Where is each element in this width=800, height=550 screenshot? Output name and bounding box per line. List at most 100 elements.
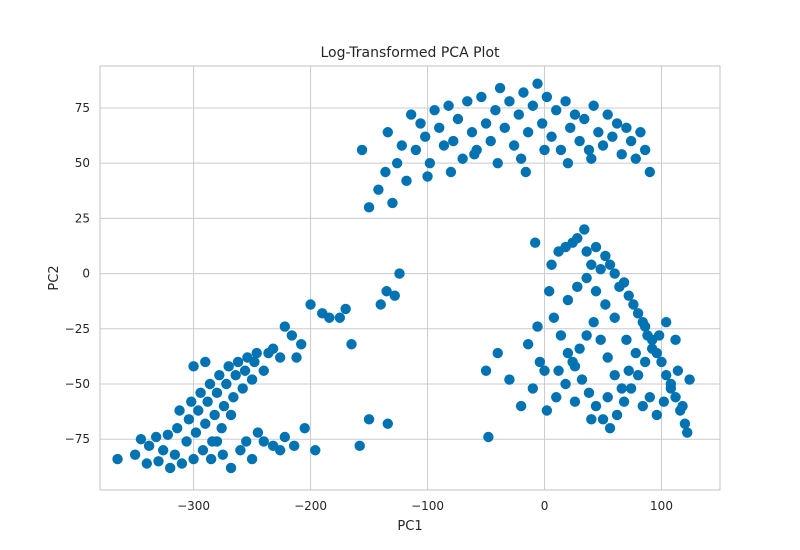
- scatter-point: [560, 96, 571, 107]
- scatter-point: [546, 259, 557, 270]
- scatter-point: [356, 144, 368, 156]
- scatter-point: [141, 458, 152, 469]
- scatter-point: [590, 400, 602, 412]
- scatter-point: [520, 166, 532, 178]
- scatter-point: [621, 122, 632, 134]
- scatter-point: [389, 290, 400, 301]
- scatter-point: [190, 427, 202, 438]
- scatter-point: [143, 440, 155, 452]
- scatter-point: [169, 449, 181, 460]
- scatter-point: [567, 356, 578, 368]
- scatter-point: [618, 277, 630, 288]
- scatter-point: [485, 135, 496, 147]
- scatter-point: [625, 383, 637, 394]
- scatter-point: [112, 453, 123, 465]
- scatter-point: [200, 356, 211, 368]
- scatter-point: [684, 374, 695, 385]
- scatter-point: [258, 365, 269, 376]
- scatter-point: [660, 316, 672, 328]
- scatter-point: [225, 409, 237, 421]
- scatter-point: [490, 104, 501, 116]
- scatter-point: [445, 166, 457, 178]
- scatter-point: [581, 246, 592, 257]
- scatter-point: [665, 383, 677, 394]
- scatter-point: [434, 122, 445, 134]
- scatter-point: [628, 299, 639, 310]
- scatter-point: [346, 339, 357, 350]
- y-tick-labels: −75 −50 −25 0 25 50 75: [65, 101, 90, 446]
- scatter-point: [623, 365, 634, 376]
- scatter-point: [221, 378, 232, 390]
- scatter-point: [630, 347, 641, 359]
- scatter-point: [197, 445, 209, 456]
- y-tick-label: 25: [75, 211, 90, 225]
- scatter-point: [230, 369, 241, 381]
- scatter-point: [363, 414, 375, 425]
- scatter-point: [296, 339, 307, 350]
- scatter-point: [480, 118, 492, 129]
- scatter-point: [518, 87, 529, 98]
- scatter-point: [534, 356, 546, 368]
- scatter-point: [574, 135, 585, 147]
- scatter-point: [476, 91, 487, 103]
- scatter-point: [209, 409, 220, 421]
- scatter-point: [658, 396, 670, 407]
- y-tick-label: −25: [65, 322, 90, 336]
- scatter-point: [508, 140, 520, 151]
- scatter-point: [174, 405, 185, 416]
- scatter-point: [218, 400, 230, 412]
- scatter-point: [205, 453, 217, 465]
- scatter-point: [504, 374, 515, 385]
- scatter-point: [415, 118, 426, 129]
- scatter-point: [181, 436, 192, 447]
- scatter-point: [653, 330, 665, 341]
- scatter-point: [438, 140, 450, 151]
- scatter-point: [541, 91, 553, 103]
- scatter-point: [553, 365, 564, 376]
- scatter-point: [246, 374, 258, 385]
- scatter-point: [188, 453, 199, 465]
- scatter-point: [373, 184, 384, 195]
- scatter-point: [443, 100, 454, 111]
- scatter-point: [644, 166, 656, 178]
- scatter-point: [305, 299, 316, 310]
- scatter-point: [646, 343, 658, 354]
- scatter-point: [579, 113, 590, 125]
- scatter-point: [586, 259, 597, 270]
- scatter-point: [569, 396, 581, 407]
- scatter-point: [157, 445, 169, 456]
- x-tick-label: −300: [177, 499, 210, 513]
- scatter-point: [195, 387, 206, 399]
- scatter-point: [164, 462, 176, 474]
- scatter-point: [279, 321, 291, 332]
- scatter-point: [621, 334, 632, 346]
- scatter-point: [274, 352, 286, 363]
- scatter-point: [639, 356, 651, 368]
- scatter-point: [569, 109, 581, 120]
- scatter-point: [539, 144, 550, 156]
- scatter-point: [252, 427, 264, 438]
- scatter-point: [380, 166, 391, 178]
- scatter-point: [588, 316, 599, 328]
- scatter-point: [555, 330, 567, 341]
- x-tick-labels: −300 −200 −100 0 100: [177, 499, 673, 513]
- y-axis-label: PC2: [47, 265, 62, 290]
- scatter-point: [670, 392, 681, 403]
- scatter-point: [607, 131, 618, 142]
- scatter-point: [515, 400, 527, 412]
- scatter-point: [232, 356, 244, 368]
- scatter-point: [204, 378, 216, 390]
- scatter-point: [597, 140, 609, 151]
- x-axis-label: PC1: [397, 519, 422, 534]
- scatter-point: [616, 383, 627, 394]
- scatter-point: [504, 96, 515, 107]
- y-tick-label: 50: [75, 156, 90, 170]
- scatter-point: [670, 334, 681, 346]
- scatter-point: [595, 334, 606, 346]
- scatter-point: [551, 104, 562, 116]
- scatter-point: [200, 418, 211, 429]
- scatter-point: [466, 127, 478, 138]
- scatter-point: [562, 347, 574, 359]
- scatter-point: [618, 396, 630, 407]
